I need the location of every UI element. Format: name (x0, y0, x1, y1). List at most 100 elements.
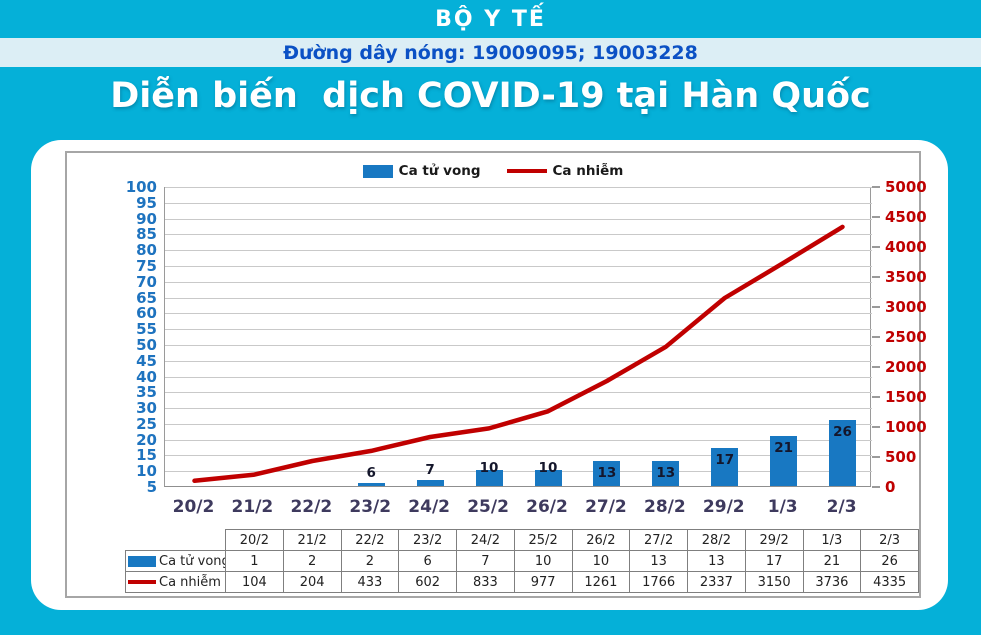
line-swatch-icon (128, 580, 156, 584)
plot-area: 6 7 10 10 13 13 17 21 26 (164, 187, 872, 487)
left-axis-tick-label: 80 (136, 241, 157, 260)
chart-legend: Ca tử vong Ca nhiễm (67, 162, 919, 180)
x-axis-label: 28/2 (643, 497, 686, 517)
table-date-header-cell: 22/2 (340, 529, 400, 551)
bar (593, 460, 621, 486)
right-axis-tick-label: 1000 (885, 418, 927, 436)
bar (711, 448, 739, 486)
bar-swatch-icon (128, 555, 156, 567)
gridline (165, 360, 872, 362)
table-value-cell: 21 (802, 550, 862, 572)
right-axis-tick-mark (872, 276, 880, 278)
bar-value-label: 26 (833, 423, 852, 440)
table-value-cell: 104 (225, 571, 284, 593)
table-date-header-cell: 20/2 (225, 529, 284, 551)
gridline (165, 313, 872, 315)
table-series-name: Ca nhiễm (159, 574, 221, 590)
right-axis-tick-label: 3500 (885, 268, 927, 286)
ministry-header: BỘ Y TẾ (435, 6, 546, 32)
table-value-cell: 3150 (744, 571, 804, 593)
line-swatch-icon (506, 169, 547, 173)
gridline (165, 423, 872, 425)
left-axis-tick-label: 50 (136, 335, 157, 354)
left-axis-tick-label: 45 (136, 351, 157, 370)
right-axis-tick-mark (872, 306, 880, 308)
table-series-name: Ca tử vong (159, 553, 226, 569)
table-value-cell: 2337 (687, 571, 746, 593)
left-axis-tick-label: 30 (136, 399, 157, 418)
table-value-cell: 10 (571, 550, 631, 572)
gridline (165, 455, 872, 457)
gridline (165, 202, 872, 204)
table-date-header-cell: 27/2 (629, 529, 688, 551)
right-axis-tick-label: 2500 (885, 328, 927, 346)
right-axis-tick-label: 0 (885, 478, 896, 496)
x-axis-label: 22/2 (290, 497, 333, 517)
table-date-header-cell: 28/2 (687, 529, 746, 551)
table-value-cell: 17 (744, 550, 804, 572)
gridline (165, 471, 872, 473)
right-axis-tick-mark (872, 426, 880, 428)
left-axis-tick-label: 100 (125, 178, 157, 196)
table-row: Ca nhiễm 104 204 433 602 833 977 1261 1766 2337 31… (125, 571, 919, 593)
left-axis-tick-label: 15 (136, 446, 157, 465)
right-axis-tick-mark (872, 186, 880, 188)
table-value-cell: 13 (629, 550, 688, 572)
page-title: Diễn biến dịch COVID-19 tại Hàn Quốc (110, 76, 871, 116)
table-value-cell: 1766 (629, 571, 688, 593)
table-value-cell: 10 (513, 550, 573, 572)
infections-line-path (192, 224, 845, 484)
left-axis-tick-label: 65 (136, 288, 157, 307)
bar-value-label: 7 (425, 461, 435, 478)
gridline (165, 187, 872, 188)
legend-item-deaths: Ca tử vong (362, 163, 481, 179)
x-axis-label: 2/3 (826, 497, 857, 517)
table-value-cell: 1261 (571, 571, 631, 593)
right-axis-tick-label: 2000 (885, 358, 927, 376)
x-axis-label: 21/2 (231, 497, 274, 517)
x-axis-label: 27/2 (585, 497, 627, 517)
right-axis-tick-mark (872, 366, 880, 368)
gridline (165, 329, 872, 331)
table-value-cell: 2 (340, 550, 400, 572)
gridline (165, 250, 872, 252)
infections-line (192, 224, 845, 484)
right-axis-tick-label: 4500 (885, 208, 927, 226)
left-axis-tick-label: 10 (136, 462, 157, 481)
right-axis-tick-mark (872, 246, 880, 248)
left-axis-tick-label: 55 (136, 320, 157, 339)
bar (770, 435, 798, 486)
table-value-cell: 602 (398, 571, 457, 593)
table-date-header-cell: 26/2 (571, 529, 631, 551)
gridline (165, 392, 872, 394)
left-axis-tick-label: 20 (136, 430, 157, 449)
x-axis-labels: 20/2 21/2 22/2 23/2 24/2 25/2 26/2 27/2 28/2 29/2… (164, 497, 871, 521)
bar-value-label: 6 (366, 464, 376, 481)
gridline (165, 439, 872, 441)
table-date-header-cell: 21/2 (282, 529, 342, 551)
table-value-cell: 1 (225, 550, 284, 572)
bar (534, 470, 562, 486)
x-axis-label: 20/2 (172, 497, 215, 517)
bar-value-label: 10 (479, 460, 499, 477)
table-value-cell: 2 (282, 550, 342, 572)
gridline (165, 408, 872, 410)
table-value-cell: 13 (687, 550, 746, 572)
table-value-cell: 433 (340, 571, 400, 593)
right-axis-tick-label: 4000 (885, 238, 927, 256)
left-axis-tick-label: 35 (136, 383, 157, 402)
table-value-cell: 977 (513, 571, 573, 593)
table-date-header-cell: 2/3 (860, 529, 919, 551)
hotline-banner: Đường dây nóng: 19009095; 19003228 (0, 38, 981, 67)
table-date-header-cell: 23/2 (398, 529, 457, 551)
gridline (165, 297, 872, 299)
table-date-header-cell: 25/2 (513, 529, 573, 551)
gridline (165, 218, 872, 220)
table-value-cell: 7 (456, 550, 515, 572)
table-date-header-cell: 24/2 (456, 529, 515, 551)
right-axis-tick-label: 500 (885, 448, 917, 466)
x-axis-label: 24/2 (408, 497, 450, 517)
x-axis-label: 29/2 (702, 497, 745, 517)
table-series-header-cell: Ca nhiễm (125, 571, 226, 593)
gridline (165, 234, 872, 236)
